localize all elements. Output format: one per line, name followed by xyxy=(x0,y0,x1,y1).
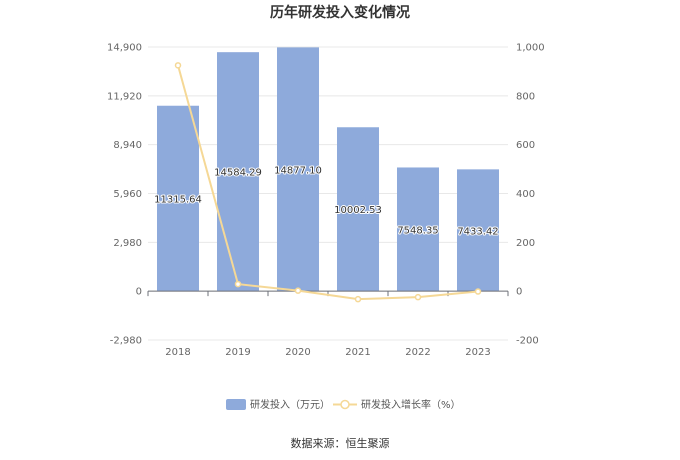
left-tick-label: 8,940 xyxy=(113,140,142,151)
line-point xyxy=(294,287,302,294)
x-tick-label: 2018 xyxy=(165,347,190,358)
line-series xyxy=(174,62,482,303)
x-tick-label: 2020 xyxy=(285,347,310,358)
bar-value-label: 14584.29 xyxy=(214,168,262,179)
line-point xyxy=(474,288,482,295)
right-tick-label: 600 xyxy=(516,140,535,151)
bar xyxy=(217,52,259,292)
right-axis: -200 0 200 400 600 800 1,000 xyxy=(516,43,545,347)
bar-value-label: 7433.42 xyxy=(457,226,498,237)
x-tick-label: 2022 xyxy=(405,347,430,358)
legend-swatch-bar xyxy=(226,399,246,410)
right-tick-label: 400 xyxy=(516,189,535,200)
left-tick-label: 5,960 xyxy=(113,189,142,200)
right-tick-label: 800 xyxy=(516,91,535,102)
legend-label-bar: 研发投入（万元） xyxy=(250,398,330,411)
bar xyxy=(337,127,379,292)
line-point xyxy=(414,293,422,301)
left-tick-label: 2,980 xyxy=(113,238,142,249)
right-tick-label: 200 xyxy=(516,238,535,249)
legend: 研发投入（万元） 研发投入增长率（%） xyxy=(226,398,461,411)
right-tick-label: -200 xyxy=(516,336,539,347)
line-point xyxy=(354,295,362,303)
bar-value-label: 14877.10 xyxy=(274,165,322,176)
bar xyxy=(397,167,439,292)
bar-series xyxy=(157,47,499,292)
bar-value-label: 10002.53 xyxy=(334,205,382,216)
growth-line xyxy=(177,65,479,301)
bar xyxy=(277,47,319,292)
chart-title: 历年研发投入变化情况 xyxy=(270,4,410,21)
left-axis: -2,980 0 2,980 5,960 8,940 11,920 14,900 xyxy=(107,43,142,347)
left-tick-label: 11,920 xyxy=(107,91,142,102)
bar xyxy=(157,105,199,292)
left-tick-label: -2,980 xyxy=(110,336,142,347)
source-note: 数据来源：恒生聚源 xyxy=(291,436,390,450)
legend-label-line: 研发投入增长率（%） xyxy=(361,398,461,411)
line-point xyxy=(234,280,242,288)
line-point xyxy=(174,62,182,69)
x-tick-label: 2019 xyxy=(225,347,250,358)
x-tick-label: 2023 xyxy=(465,347,490,358)
bar xyxy=(457,169,499,292)
bar-value-label: 11315.64 xyxy=(154,194,202,205)
left-tick-label: 0 xyxy=(136,287,142,298)
left-tick-label: 14,900 xyxy=(107,43,142,54)
x-tick-label: 2021 xyxy=(345,347,370,358)
bar-labels: 11315.64 14584.29 14877.10 10002.53 7548.35 7… xyxy=(153,164,500,238)
legend-swatch-marker xyxy=(340,399,350,410)
right-tick-label: 0 xyxy=(516,287,522,298)
x-axis: 2018 2019 2020 2021 2022 2023 xyxy=(147,291,509,358)
bar-value-label: 7548.35 xyxy=(397,225,438,236)
right-tick-label: 1,000 xyxy=(516,43,545,54)
